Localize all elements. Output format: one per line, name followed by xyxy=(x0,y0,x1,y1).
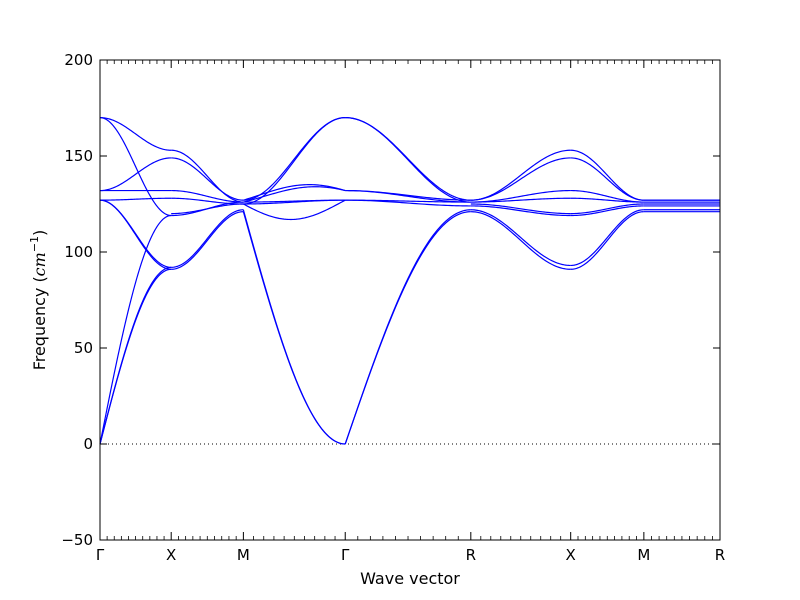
band-6-4 xyxy=(570,203,644,215)
x-tick-label: R xyxy=(715,546,725,564)
x-tick-label: Γ xyxy=(96,546,105,564)
band-3-4 xyxy=(243,199,346,203)
x-tick-label: M xyxy=(637,546,650,564)
band-2-8 xyxy=(171,149,244,203)
band-2-6 xyxy=(171,189,244,203)
band-6-2 xyxy=(570,209,644,267)
x-tick-label: M xyxy=(237,546,250,564)
band-6-3 xyxy=(570,205,644,217)
y-axis-label: Frequency (cm−1) xyxy=(28,230,49,371)
band-4-8 xyxy=(345,117,471,203)
band-6-1 xyxy=(570,211,644,270)
x-tick-label: X xyxy=(566,546,576,564)
y-axis-label-exponent: −1 xyxy=(28,236,41,252)
band-1-9 xyxy=(99,117,172,151)
band-3-5 xyxy=(243,186,346,203)
y-tick-label: 50 xyxy=(74,339,93,357)
band-3-9 xyxy=(243,199,346,221)
band-2-4 xyxy=(171,203,244,215)
band-1-5 xyxy=(99,199,172,268)
x-tick-label: R xyxy=(466,546,476,564)
band-5-6 xyxy=(470,189,571,203)
band-1-2 xyxy=(99,266,172,445)
y-axis-label-unit: cm xyxy=(30,252,49,276)
y-tick-label: 100 xyxy=(64,243,93,261)
band-2-5 xyxy=(171,197,244,205)
y-axis-label-prefix: Frequency ( xyxy=(30,276,49,370)
band-2-1 xyxy=(171,211,244,270)
band-6-6 xyxy=(570,189,644,203)
band-2-2 xyxy=(171,209,244,268)
y-tick-label: 0 xyxy=(83,435,93,453)
y-tick-label: −50 xyxy=(61,531,93,549)
band-5-3 xyxy=(470,205,571,217)
band-6-8 xyxy=(570,149,644,201)
y-tick-label: 200 xyxy=(64,51,93,69)
band-5-4 xyxy=(470,203,571,215)
bands-layer xyxy=(99,117,720,445)
x-axis-label: Wave vector xyxy=(360,569,460,588)
band-5-8 xyxy=(470,149,571,201)
x-tick-label: Γ xyxy=(341,546,350,564)
plot-frame xyxy=(99,59,721,541)
band-3-2 xyxy=(242,209,346,445)
y-axis-label-suffix: ) xyxy=(30,230,49,236)
band-1-10 xyxy=(99,117,172,217)
band-5-1 xyxy=(470,211,571,270)
band-1-8 xyxy=(99,157,172,192)
band-5-2 xyxy=(470,209,571,267)
band-3-8 xyxy=(243,117,346,201)
y-tick-label: 150 xyxy=(64,147,93,165)
band-1-3 xyxy=(99,214,172,445)
band-4-2 xyxy=(344,209,471,445)
x-tick-label: X xyxy=(166,546,176,564)
labels-layer: −50 0 50 100 150 200 Γ X M Γ R X M R xyxy=(61,51,725,564)
band-2-7 xyxy=(171,157,244,201)
band-4-6 xyxy=(345,189,471,201)
band-4-4 xyxy=(345,199,471,203)
band-1-6 xyxy=(100,197,172,201)
